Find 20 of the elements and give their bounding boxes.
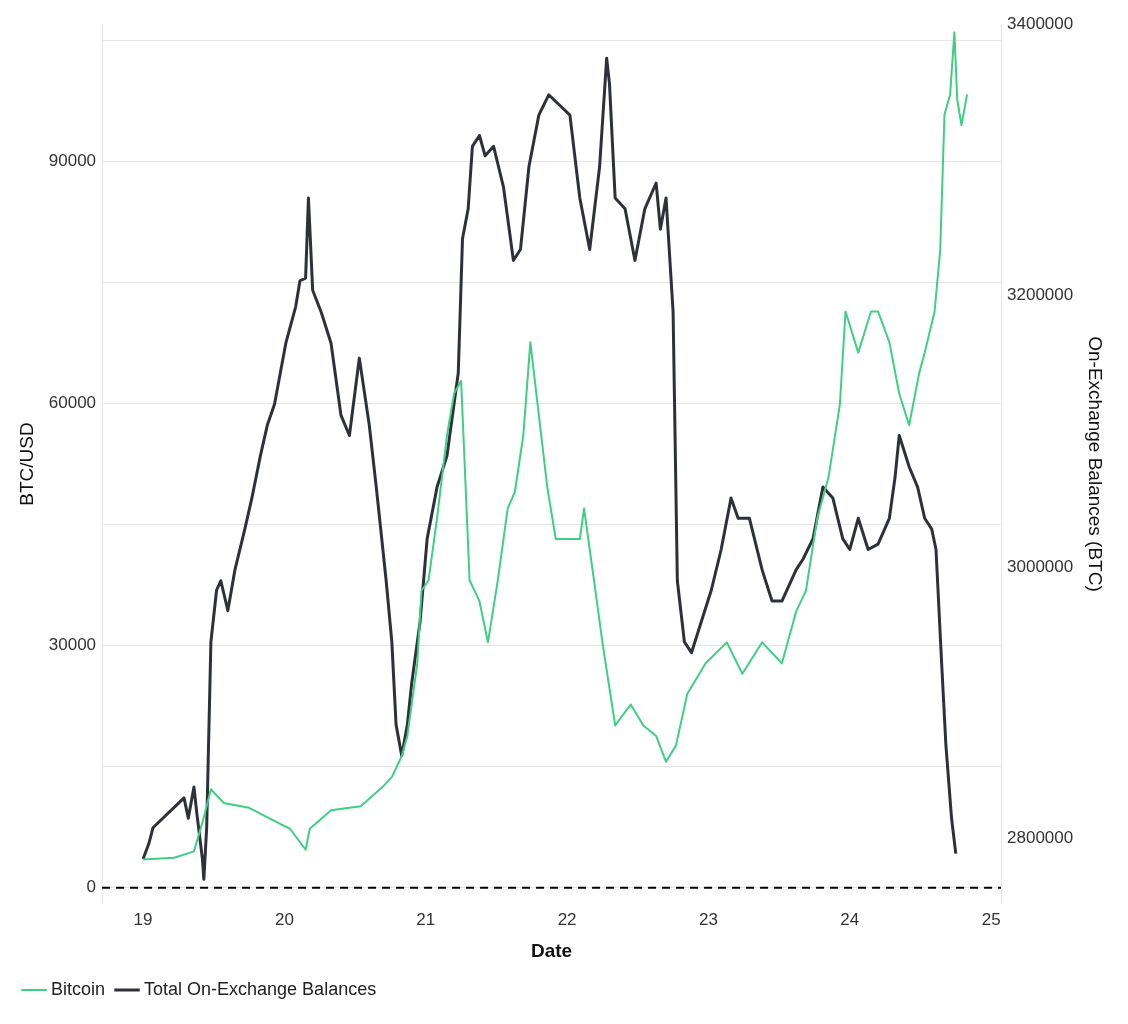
x-tick-label: 19 — [133, 909, 153, 929]
legend-label: Bitcoin — [51, 978, 106, 999]
y2-axis-title: On-Exchange Balances (BTC) — [1085, 336, 1107, 592]
x-axis-title: Date — [530, 939, 573, 961]
y-tick-label: 0 — [86, 877, 97, 897]
y-tick-label: 30000 — [48, 635, 97, 655]
y-tick-label: 90000 — [48, 151, 97, 171]
x-tick-label: 22 — [557, 909, 577, 929]
x-tick-label: 23 — [698, 909, 718, 929]
y2-tick-label: 3000000 — [1007, 556, 1074, 576]
x-tick-label: 24 — [840, 909, 860, 929]
x-tick-label: 25 — [981, 909, 1001, 929]
y2-tick-label: 3400000 — [1007, 13, 1074, 33]
y-tick-label: 60000 — [48, 393, 97, 413]
legend-label: Total On-Exchange Balances — [144, 978, 377, 999]
x-tick-label: 20 — [274, 909, 294, 929]
y2-tick-label: 2800000 — [1007, 828, 1074, 848]
y-axis-title: BTC/USD — [15, 422, 37, 506]
y2-tick-label: 3200000 — [1007, 285, 1074, 305]
x-tick-label: 21 — [416, 909, 436, 929]
